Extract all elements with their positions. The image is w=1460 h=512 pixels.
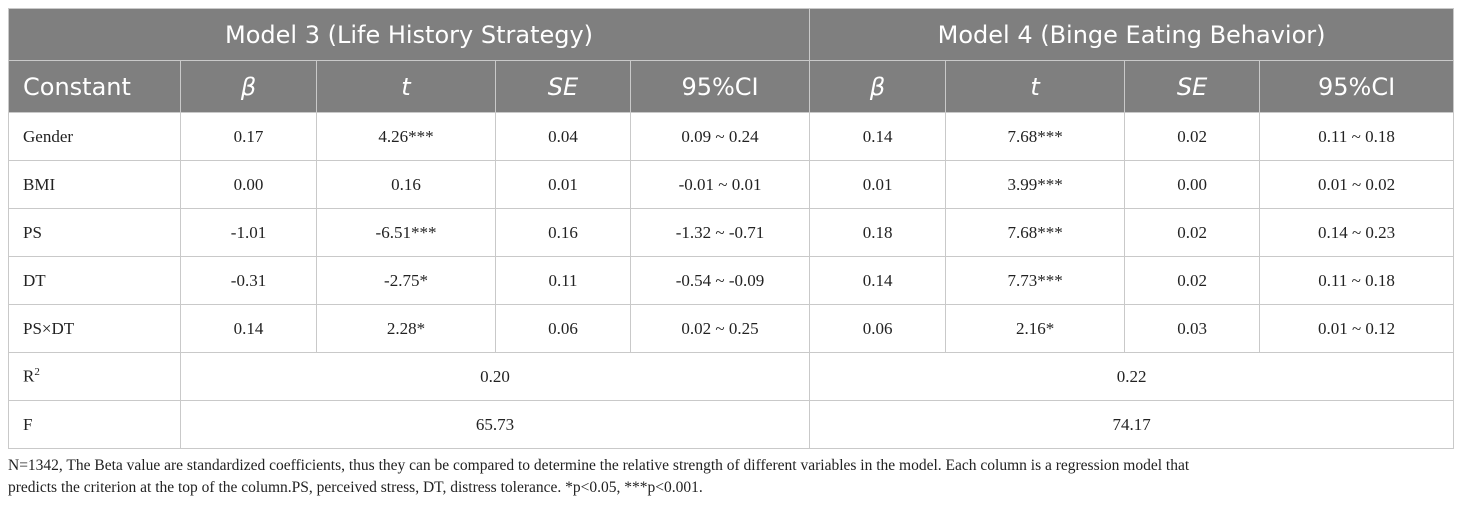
m4-beta-cell: 0.14	[809, 112, 947, 161]
m3-beta-cell: 0.00	[180, 160, 317, 209]
r2-label: R2	[8, 352, 181, 401]
m3-t-cell: -6.51***	[316, 208, 496, 257]
model3-header: Model 3 (Life History Strategy)	[7, 8, 811, 61]
m3-beta-cell: 0.17	[180, 112, 317, 161]
table-row: Gender 0.17 4.26*** 0.04 0.09 ~ 0.24 0.1…	[8, 112, 1455, 161]
m4-r2-value: 0.22	[809, 352, 1455, 401]
column-header-row: Constant β t SE 95%CI β t SE 95%CI	[8, 60, 1455, 113]
row-label: PS×DT	[8, 304, 181, 353]
table-row: PS×DT 0.14 2.28* 0.06 0.02 ~ 0.25 0.06 2…	[8, 304, 1455, 353]
f-row: F 65.73 74.17	[8, 400, 1455, 449]
m4-ci-cell: 0.11 ~ 0.18	[1259, 256, 1455, 305]
m4-se-cell: 0.00	[1124, 160, 1261, 209]
m3-f-value: 65.73	[179, 400, 811, 449]
m3-beta-cell: 0.14	[180, 304, 317, 353]
m4-ci-cell: 0.01 ~ 0.02	[1259, 160, 1455, 209]
m4-t-cell: 3.99***	[945, 160, 1126, 209]
m4-se-cell: 0.02	[1124, 208, 1261, 257]
row-label: BMI	[8, 160, 181, 209]
m3-r2-value: 0.20	[179, 352, 811, 401]
m3-t-cell: 2.28*	[316, 304, 496, 353]
m4-se-header: SE	[1124, 60, 1261, 113]
m3-t-cell: 4.26***	[316, 112, 496, 161]
m4-se-cell: 0.03	[1124, 304, 1261, 353]
m3-se-cell: 0.11	[495, 256, 631, 305]
m4-beta-cell: 0.06	[809, 304, 947, 353]
m3-se-cell: 0.04	[495, 112, 631, 161]
m4-ci-header: 95%CI	[1259, 60, 1455, 113]
m3-se-header: SE	[495, 60, 631, 113]
model-header-row: Model 3 (Life History Strategy) Model 4 …	[7, 8, 1455, 61]
r2-label-sup: 2	[34, 366, 40, 379]
m4-beta-cell: 0.18	[809, 208, 947, 257]
footnote-line: N=1342, The Beta value are standardized …	[8, 457, 1190, 474]
m4-se-cell: 0.02	[1124, 112, 1261, 161]
m3-ci-cell: -0.01 ~ 0.01	[629, 160, 811, 209]
m4-t-cell: 2.16*	[945, 304, 1126, 353]
m4-ci-cell: 0.01 ~ 0.12	[1259, 304, 1455, 353]
m3-t-cell: -2.75*	[316, 256, 496, 305]
m3-ci-cell: 0.02 ~ 0.25	[629, 304, 811, 353]
table-container: Model 3 (Life History Strategy) Model 4 …	[7, 8, 1455, 499]
m3-ci-header: 95%CI	[629, 60, 811, 113]
table-row: PS -1.01 -6.51*** 0.16 -1.32 ~ -0.71 0.1…	[8, 208, 1455, 257]
m4-ci-cell: 0.11 ~ 0.18	[1259, 112, 1455, 161]
model4-header: Model 4 (Binge Eating Behavior)	[809, 8, 1455, 61]
m4-t-cell: 7.68***	[945, 208, 1126, 257]
m3-se-cell: 0.16	[495, 208, 631, 257]
m4-ci-cell: 0.14 ~ 0.23	[1259, 208, 1455, 257]
constant-header: Constant	[8, 60, 181, 113]
row-label: DT	[8, 256, 181, 305]
m3-t-cell: 0.16	[316, 160, 496, 209]
r2-label-base: R	[23, 366, 35, 386]
m4-beta-header: β	[809, 60, 947, 113]
m3-ci-cell: -0.54 ~ -0.09	[629, 256, 811, 305]
m4-f-value: 74.17	[809, 400, 1455, 449]
table-row: DT -0.31 -2.75* 0.11 -0.54 ~ -0.09 0.14 …	[8, 256, 1455, 305]
m4-beta-cell: 0.01	[809, 160, 947, 209]
f-label: F	[8, 400, 181, 449]
m4-t-cell: 7.68***	[945, 112, 1126, 161]
m4-se-cell: 0.02	[1124, 256, 1261, 305]
m3-beta-cell: -1.01	[180, 208, 317, 257]
row-label: PS	[8, 208, 181, 257]
m3-beta-cell: -0.31	[180, 256, 317, 305]
regression-table: Model 3 (Life History Strategy) Model 4 …	[7, 8, 1455, 449]
row-label: Gender	[8, 112, 181, 161]
r2-row: R2 0.20 0.22	[8, 352, 1455, 401]
m3-t-header: t	[316, 60, 496, 113]
m3-ci-cell: -1.32 ~ -0.71	[629, 208, 811, 257]
m3-se-cell: 0.06	[495, 304, 631, 353]
m4-t-header: t	[945, 60, 1126, 113]
footnote-line: predicts the criterion at the top of the…	[8, 479, 703, 496]
table-row: BMI 0.00 0.16 0.01 -0.01 ~ 0.01 0.01 3.9…	[8, 160, 1455, 209]
table-footnote: N=1342, The Beta value are standardized …	[8, 455, 1453, 499]
m4-t-cell: 7.73***	[945, 256, 1126, 305]
m3-ci-cell: 0.09 ~ 0.24	[629, 112, 811, 161]
m3-beta-header: β	[180, 60, 317, 113]
m4-beta-cell: 0.14	[809, 256, 947, 305]
m3-se-cell: 0.01	[495, 160, 631, 209]
